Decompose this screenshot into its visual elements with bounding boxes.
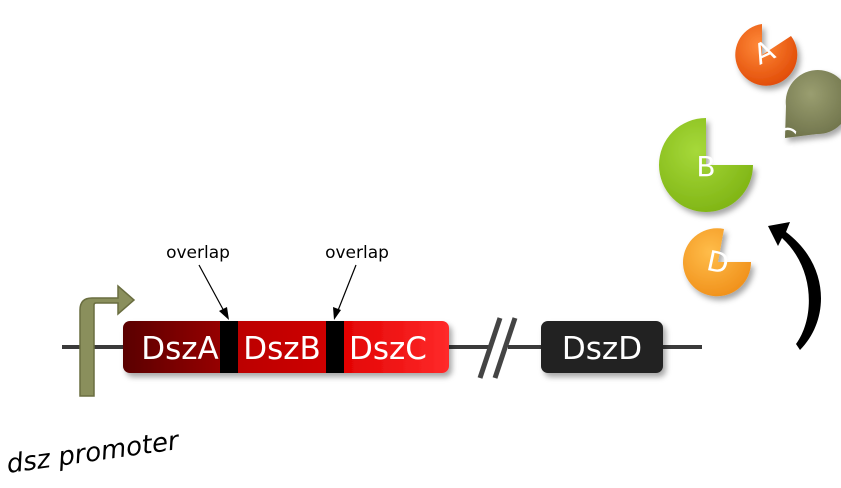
subunit-c <box>785 70 841 138</box>
overlap-pointer-ab <box>198 264 226 314</box>
overlap-label-ab: overlap <box>166 243 230 263</box>
dna-break-mark <box>477 317 518 379</box>
promoter-label: dsz promoter <box>5 426 183 480</box>
subunit-c-letter: C <box>772 120 799 157</box>
expression-curved-arrow-icon <box>768 222 821 350</box>
gene-dszd-label: DszD <box>562 331 642 367</box>
subunit-b <box>659 118 753 212</box>
dsz-operon <box>123 321 449 373</box>
overlap-label-bc: overlap <box>325 243 389 263</box>
gene-dsza-box <box>123 321 227 373</box>
overlap-arrowhead-ab <box>219 307 229 320</box>
gene-dszc-label: DszC <box>349 331 427 367</box>
subunit-d <box>683 228 752 297</box>
gene-dszb-box <box>220 321 340 373</box>
subunit-a <box>735 24 798 86</box>
gene-dszd-box <box>541 321 663 373</box>
promoter-arrow-icon <box>79 284 136 397</box>
overlap-pointer-bc <box>336 264 357 314</box>
gene-dsza-label: DszA <box>141 331 219 367</box>
subunit-b-letter: B <box>696 150 715 183</box>
overlap-arrowhead-bc <box>333 307 341 320</box>
gene-dszb-label: DszB <box>243 331 321 367</box>
overlap-region-ab <box>220 321 238 373</box>
gene-dszc-box <box>335 321 449 373</box>
overlap-region-bc <box>326 321 344 373</box>
